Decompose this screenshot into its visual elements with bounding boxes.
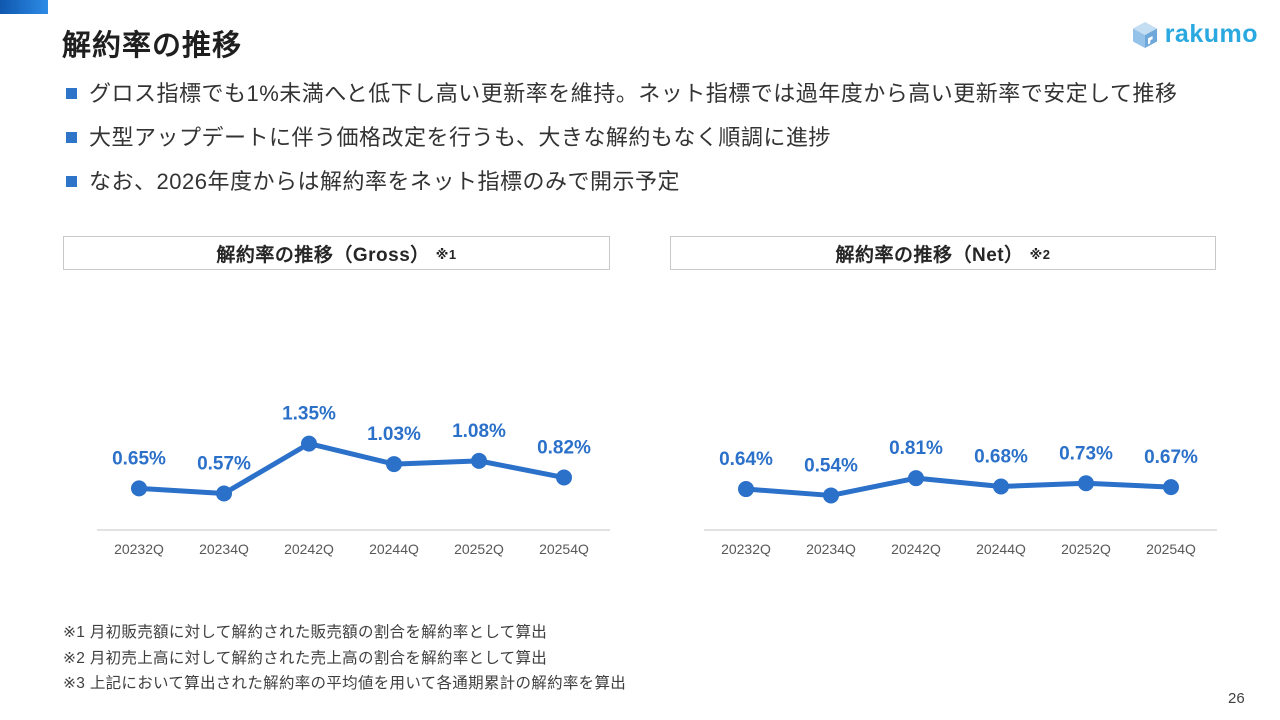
bullet-square-icon [66, 132, 77, 143]
bullet-text: 大型アップデートに伴う価格改定を行うも、大きな解約もなく順調に進捗 [89, 125, 831, 150]
svg-text:0.73%: 0.73% [1059, 443, 1113, 464]
net-chart-title: 解約率の推移（Net） ※2 [670, 236, 1216, 270]
bullet-square-icon [66, 88, 77, 99]
svg-text:0.68%: 0.68% [974, 446, 1028, 467]
svg-text:0.82%: 0.82% [537, 438, 591, 459]
rakumo-logo-text: rakumo [1164, 20, 1258, 48]
rakumo-logo: rakumo [1132, 20, 1258, 49]
svg-text:20244Q: 20244Q [976, 541, 1026, 557]
svg-text:0.67%: 0.67% [1144, 447, 1198, 468]
bullet-square-icon [66, 176, 77, 187]
svg-text:0.64%: 0.64% [719, 449, 773, 470]
svg-text:20254Q: 20254Q [1146, 541, 1196, 557]
svg-text:20242Q: 20242Q [284, 541, 334, 557]
svg-text:1.03%: 1.03% [367, 424, 421, 445]
svg-text:20252Q: 20252Q [454, 541, 504, 557]
svg-text:20242Q: 20242Q [891, 541, 941, 557]
svg-text:20232Q: 20232Q [114, 541, 164, 557]
gross-chart-title: 解約率の推移（Gross） ※1 [63, 236, 610, 270]
bullet-text: なお、2026年度からは解約率をネット指標のみで開示予定 [89, 169, 680, 194]
footnote-list: ※1 月初販売額に対して解約された販売額の割合を解約率として算出 ※2 月初売上… [63, 620, 626, 697]
net-chart-title-text: 解約率の推移（Net） [835, 244, 1024, 266]
svg-text:0.81%: 0.81% [889, 438, 943, 459]
svg-text:1.08%: 1.08% [452, 421, 506, 442]
page-title: 解約率の推移 [62, 30, 243, 62]
svg-text:20234Q: 20234Q [199, 541, 249, 557]
bullet-list: グロス指標でも1%未満へと低下し高い更新率を維持。ネット指標では過年度から高い更… [64, 79, 1178, 196]
svg-text:20254Q: 20254Q [539, 541, 589, 557]
rakumo-cube-icon [1132, 21, 1157, 48]
gross-chart-panel: 解約率の推移（Gross） ※1 0.65% 20232Q 0.57% 20234Q 1… [63, 236, 610, 570]
net-chart-title-note: ※2 [1029, 247, 1051, 262]
svg-text:0.54%: 0.54% [804, 455, 858, 476]
footnote: ※1 月初販売額に対して解約された販売額の割合を解約率として算出 [63, 624, 548, 641]
gross-chart-title-note: ※1 [435, 247, 457, 262]
footnote: ※2 月初売上高に対して解約された売上高の割合を解約率として算出 [63, 649, 548, 667]
svg-text:20234Q: 20234Q [806, 541, 856, 557]
title-accent-bar [0, 0, 48, 14]
page-number: 26 [1228, 690, 1245, 707]
bullet-text: グロス指標でも1%未満へと低下し高い更新率を維持。ネット指標では過年度から高い更… [89, 81, 1178, 106]
bullet-item: なお、2026年度からは解約率をネット指標のみで開示予定 [64, 167, 1178, 196]
svg-text:0.57%: 0.57% [197, 454, 251, 475]
net-chart-panel: 解約率の推移（Net） ※2 0.64% 20232Q 0.54% 20234Q 0.8… [670, 236, 1217, 570]
footnote: ※3 上記において算出された解約率の平均値を用いて各通期累計の解約率を算出 [63, 675, 627, 692]
gross-chart-title-text: 解約率の推移（Gross） [216, 244, 430, 266]
svg-text:20232Q: 20232Q [721, 541, 771, 557]
bullet-item: 大型アップデートに伴う価格改定を行うも、大きな解約もなく順調に進捗 [64, 123, 1178, 152]
gross-line-chart: 0.65% 20232Q 0.57% 20234Q 1.35% 20242Q 1.03% 20… [97, 404, 610, 557]
svg-text:1.35%: 1.35% [282, 404, 336, 425]
net-line-chart: 0.64% 20232Q 0.54% 20234Q 0.81% 20242Q 0.68% 20… [704, 438, 1217, 557]
bullet-item: グロス指標でも1%未満へと低下し高い更新率を維持。ネット指標では過年度から高い更… [64, 79, 1178, 108]
svg-text:20252Q: 20252Q [1061, 541, 1111, 557]
svg-text:20244Q: 20244Q [369, 541, 419, 557]
svg-text:0.65%: 0.65% [112, 448, 166, 469]
